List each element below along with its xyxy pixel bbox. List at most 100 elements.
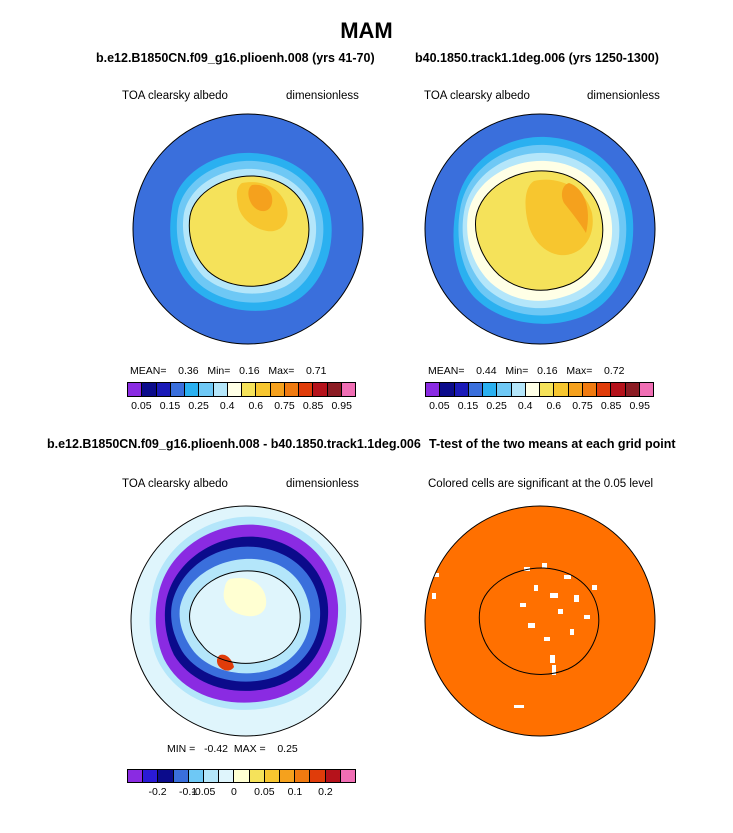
colorbar-tick-label: 0.75 [572, 400, 593, 412]
colorbar-cell [340, 770, 356, 782]
colorbar-cell [597, 383, 612, 396]
colorbar-tick-label: 0.4 [219, 400, 235, 412]
colorbar-tick-label: -0.2 [148, 786, 167, 798]
colorbar-cell [170, 383, 185, 396]
panel-1-map [132, 113, 364, 345]
panel-4-subtitle: Colored cells are significant at the 0.0… [428, 478, 654, 490]
colorbar-cell [204, 770, 220, 782]
colorbar-tick-label: 0.05 [131, 400, 152, 412]
max-label: Max= [268, 365, 295, 377]
panel-1-variable: TOA clearsky albedo [122, 90, 228, 102]
colorbar-cell [199, 383, 214, 396]
colorbar-cell [227, 383, 242, 396]
colorbar-cell [625, 383, 640, 396]
colorbar-tick-label: 0.85 [302, 400, 324, 412]
min-value: 0.16 [239, 365, 260, 377]
colorbar-tick-label: 0.75 [274, 400, 295, 412]
min-label: Min= [505, 365, 529, 377]
colorbar-cell [582, 383, 597, 396]
colorbar-tick-label: 0.25 [486, 400, 507, 412]
max-value: 0.71 [306, 365, 327, 377]
colorbar-tick-label: 0.25 [188, 400, 209, 412]
colorbar-tick-label: 0.95 [331, 400, 352, 412]
colorbar-tick-label: 0.15 [159, 400, 181, 412]
colorbar-cell [511, 383, 526, 396]
panel-3-units: dimensionless [286, 478, 359, 490]
panel-1-colorbar-ticks: 0.05 0.15 0.25 0.4 0.6 0.75 0.85 0.95 [127, 400, 356, 414]
panel-1-colorbar [127, 382, 356, 397]
panel-3-colorbar [127, 769, 356, 783]
colorbar-tick-label: -0.05 [191, 786, 216, 798]
colorbar-cell [341, 383, 355, 396]
colorbar-cell [426, 383, 441, 396]
min-value: -0.42 [204, 743, 228, 755]
colorbar-tick-label: 0.6 [248, 400, 264, 412]
min-value: 0.16 [537, 365, 558, 377]
figure-title: MAM [340, 18, 393, 43]
colorbar-cell [185, 383, 200, 396]
colorbar-cell [325, 770, 341, 782]
colorbar-cell [213, 383, 228, 396]
panel-1-title: b.e12.B1850CN.f09_g16.plioenh.008 (yrs 4… [96, 51, 375, 65]
panel-2-colorbar-ticks: 0.05 0.15 0.25 0.4 0.6 0.75 0.85 0.95 [425, 400, 654, 414]
colorbar-cell [611, 383, 626, 396]
colorbar-cell [454, 383, 469, 396]
colorbar-cell [156, 383, 171, 396]
panel-2-map [424, 113, 656, 345]
colorbar-cell [280, 770, 296, 782]
colorbar-cell [158, 770, 174, 782]
panel-4-title: T-test of the two means at each grid poi… [429, 437, 676, 451]
colorbar-tick-label: -0.1 [179, 786, 198, 798]
panel-2-colorbar [425, 382, 654, 397]
colorbar-cell [497, 383, 512, 396]
colorbar-cell [639, 383, 653, 396]
colorbar-cell [327, 383, 342, 396]
colorbar-tick-label: 0.05 [254, 786, 275, 798]
colorbar-cell [540, 383, 555, 396]
panel-3-stats: MIN = -0.42 MAX = 0.25 [167, 743, 298, 755]
colorbar-tick-label: 0.15 [457, 400, 479, 412]
panel-3-title: b.e12.B1850CN.f09_g16.plioenh.008 - b40.… [47, 437, 421, 451]
colorbar-cell [284, 383, 299, 396]
colorbar-cell [143, 770, 159, 782]
mean-value: 0.44 [476, 365, 497, 377]
max-label: Max= [566, 365, 593, 377]
colorbar-cell [299, 383, 314, 396]
colorbar-cell [219, 770, 235, 782]
colorbar-cell [525, 383, 540, 396]
panel-2-stats: MEAN= 0.44 Min= 0.16 Max= 0.72 [428, 365, 624, 377]
panel-2-variable: TOA clearsky albedo [424, 90, 530, 102]
colorbar-cell [242, 383, 257, 396]
colorbar-tick-label: 0.85 [600, 400, 622, 412]
min-label: MIN = [167, 743, 196, 755]
colorbar-cell [188, 770, 205, 782]
colorbar-cell [173, 770, 189, 782]
mean-label: MEAN= [428, 365, 465, 377]
colorbar-cell [295, 770, 311, 782]
panel-2-units: dimensionless [587, 90, 660, 102]
colorbar-tick-label: 0 [230, 786, 237, 798]
colorbar-tick-label: 0.4 [517, 400, 533, 412]
max-label: MAX = [233, 743, 266, 755]
mean-value: 0.36 [178, 365, 199, 377]
colorbar-cell [249, 770, 265, 782]
colorbar-cell [440, 383, 455, 396]
colorbar-cell [264, 770, 281, 782]
colorbar-cell [128, 383, 143, 396]
colorbar-cell [310, 770, 326, 782]
panel-1-units: dimensionless [286, 90, 359, 102]
colorbar-cell [128, 770, 144, 782]
colorbar-cell [568, 383, 583, 396]
colorbar-cell [483, 383, 498, 396]
colorbar-cell [270, 383, 285, 396]
min-label: Min= [207, 365, 231, 377]
colorbar-tick-label: 0.1 [287, 786, 303, 798]
panel-1-stats: MEAN= 0.36 Min= 0.16 Max= 0.71 [130, 365, 326, 377]
panel-2-title: b40.1850.track1.1deg.006 (yrs 1250-1300) [415, 51, 659, 65]
panel-3-map [130, 505, 362, 737]
panel-3-colorbar-ticks: -0.2 -0.1 -0.05 0 0.05 0.1 0.2 [127, 786, 356, 800]
colorbar-tick-label: 0.05 [429, 400, 450, 412]
mean-label: MEAN= [130, 365, 167, 377]
colorbar-tick-label: 0.6 [546, 400, 562, 412]
panel-3-variable: TOA clearsky albedo [122, 478, 228, 490]
